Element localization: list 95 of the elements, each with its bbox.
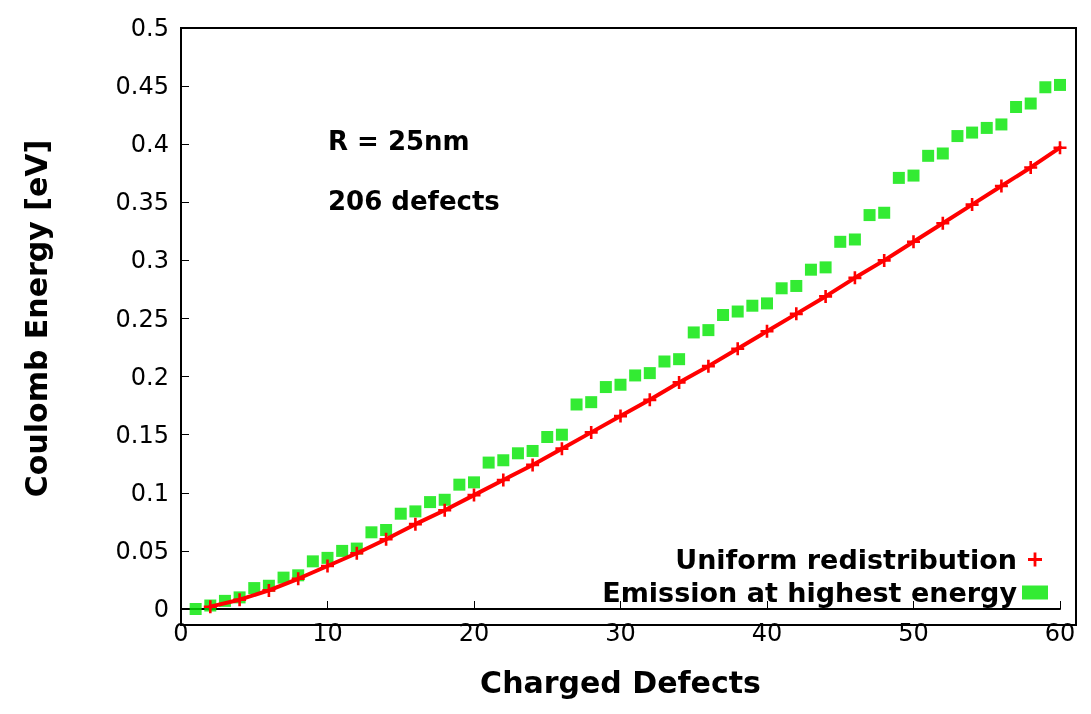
point	[892, 171, 905, 184]
point	[248, 582, 261, 595]
annotation: R = 25nm	[328, 126, 470, 156]
point	[614, 409, 627, 423]
point	[995, 118, 1008, 131]
point	[321, 559, 334, 573]
point	[951, 130, 964, 143]
point	[453, 478, 466, 491]
point	[438, 503, 452, 517]
point	[746, 299, 759, 312]
point	[775, 282, 788, 295]
point	[834, 235, 847, 248]
point	[1054, 78, 1066, 91]
point	[409, 505, 422, 518]
point	[804, 263, 817, 276]
point	[306, 555, 319, 568]
point	[1053, 141, 1067, 155]
point	[877, 253, 891, 267]
point	[408, 517, 422, 531]
point	[701, 359, 715, 373]
point	[863, 209, 876, 222]
y-tick-label: 0.35	[115, 188, 169, 217]
point	[965, 198, 979, 212]
point	[761, 297, 773, 310]
y-tick-label: 0.25	[115, 304, 169, 333]
point	[262, 583, 276, 597]
y-tick-label: 0.3	[130, 246, 169, 275]
point	[599, 381, 612, 394]
point	[994, 179, 1008, 193]
point	[1039, 81, 1052, 94]
point	[614, 378, 627, 391]
point	[482, 456, 495, 469]
point	[790, 279, 803, 292]
point	[438, 493, 451, 506]
y-axis-title: Coulomb Energy [eV]	[18, 139, 54, 498]
x-axis-title: Charged Defects	[480, 664, 761, 700]
y-tick-label: 0	[153, 595, 169, 623]
point	[585, 396, 598, 409]
y-tick-label: 0.4	[130, 130, 169, 159]
point	[907, 235, 920, 249]
point	[424, 496, 437, 509]
point	[379, 532, 393, 546]
point	[1024, 160, 1038, 174]
point	[584, 425, 598, 439]
y-tick-label: 0.5	[130, 14, 169, 42]
point	[819, 261, 832, 274]
point	[468, 476, 480, 489]
point	[760, 324, 774, 338]
y-tick-label: 0.2	[130, 362, 169, 391]
y-tick-label: 0.45	[115, 72, 169, 101]
legend-label: Emission at highest energy	[602, 577, 1018, 608]
point	[526, 444, 539, 457]
y-tick-label: 0.15	[115, 420, 169, 449]
point	[336, 544, 349, 557]
point	[497, 454, 510, 467]
point	[570, 398, 583, 411]
point	[936, 147, 949, 160]
point	[687, 326, 700, 339]
annotation: 206 defects	[328, 186, 500, 216]
point	[643, 393, 657, 407]
point	[819, 289, 833, 303]
legend-label: Uniform redistribution	[675, 544, 1017, 575]
y-tick-label: 0.1	[130, 478, 169, 507]
point	[966, 126, 979, 139]
point	[848, 233, 861, 246]
point	[731, 342, 745, 356]
point	[380, 523, 393, 536]
point	[350, 546, 364, 560]
point	[702, 324, 715, 337]
point	[936, 216, 950, 230]
point	[907, 169, 920, 182]
point	[496, 473, 510, 487]
y-tick-label: 0.05	[115, 536, 169, 565]
point	[629, 369, 642, 382]
point	[555, 442, 569, 456]
point	[658, 355, 671, 368]
point	[365, 526, 378, 539]
point	[789, 307, 803, 321]
point	[291, 572, 305, 586]
point	[526, 458, 540, 472]
point	[541, 431, 554, 444]
point	[672, 375, 686, 389]
point	[189, 603, 202, 615]
point	[673, 353, 686, 366]
point	[878, 206, 891, 219]
point	[643, 367, 656, 380]
point	[394, 507, 407, 520]
point	[717, 309, 730, 322]
point	[980, 121, 993, 134]
point	[555, 428, 568, 441]
point	[1010, 101, 1023, 114]
point	[1024, 97, 1037, 110]
point	[922, 149, 935, 162]
point	[511, 447, 524, 460]
point	[731, 305, 744, 318]
